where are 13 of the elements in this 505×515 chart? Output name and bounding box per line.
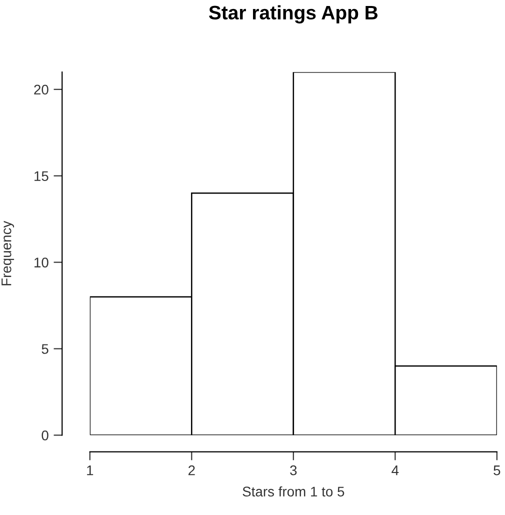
y-tick-label: 15 (34, 171, 48, 182)
x-tick-label: 3 (290, 465, 297, 476)
x-tick-label: 2 (188, 465, 195, 476)
y-tick-label: 5 (42, 344, 48, 354)
x-tick-label: 5 (494, 466, 500, 476)
x-tick-label: 1 (87, 466, 94, 476)
x-tick-label: 4 (392, 466, 399, 476)
y-axis-title: Frequency (2, 220, 14, 286)
chart-title: Star ratings App B (208, 5, 378, 24)
y-tick-label: 20 (34, 84, 48, 95)
y-tick-label: 10 (34, 258, 48, 268)
x-axis-title: Stars from 1 to 5 (242, 486, 344, 497)
y-tick-label: 0 (42, 430, 48, 440)
